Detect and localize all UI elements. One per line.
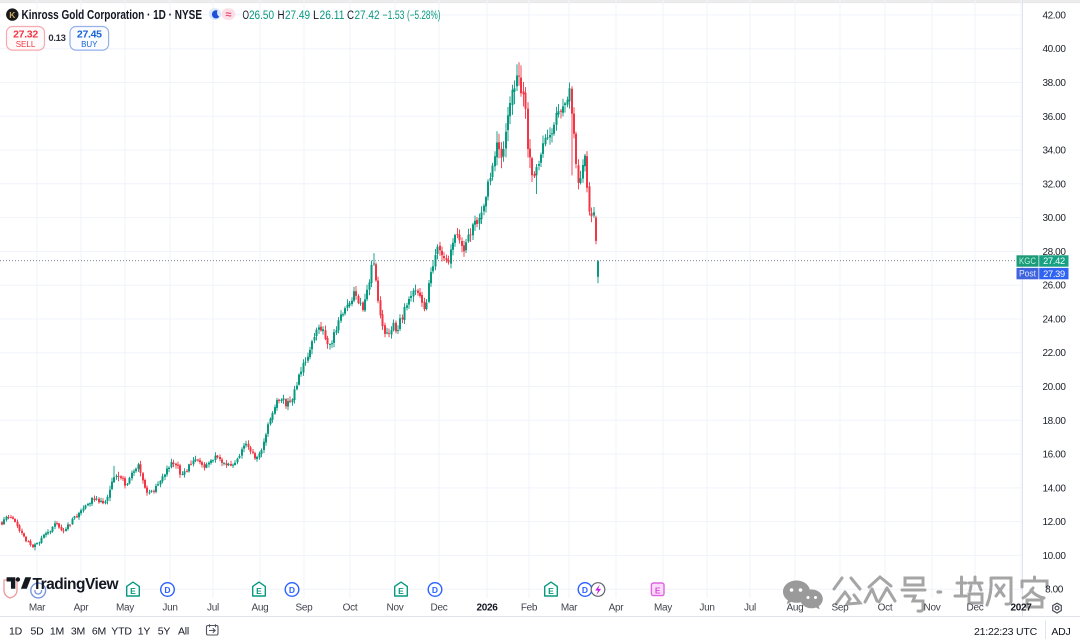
svg-text:27.42: 27.42 [355, 10, 380, 22]
svg-text:27.45: 27.45 [77, 29, 102, 41]
svg-text:(−5.28%): (−5.28%) [407, 10, 441, 22]
svg-text:Dec: Dec [431, 603, 448, 614]
svg-text:8.00: 8.00 [1045, 585, 1064, 596]
svg-text:Oct: Oct [878, 603, 893, 614]
svg-text:5D: 5D [30, 626, 44, 638]
svg-text:28.00: 28.00 [1042, 247, 1066, 258]
svg-text:27.32: 27.32 [13, 29, 38, 41]
svg-text:C: C [347, 10, 354, 22]
svg-text:34.00: 34.00 [1042, 146, 1066, 157]
svg-text:5Y: 5Y [158, 626, 171, 638]
svg-text:16.00: 16.00 [1042, 450, 1066, 461]
svg-text:H: H [278, 10, 285, 22]
svg-text:27.42: 27.42 [1043, 256, 1065, 266]
svg-text:ADJ: ADJ [1051, 626, 1070, 638]
svg-text:Sep: Sep [296, 603, 314, 614]
svg-text:6M: 6M [92, 626, 106, 638]
svg-text:May: May [116, 603, 134, 614]
svg-text:E: E [130, 586, 136, 596]
svg-text:K: K [9, 10, 16, 20]
svg-text:D: D [432, 585, 438, 595]
svg-text:22.00: 22.00 [1042, 348, 1066, 359]
svg-text:2027: 2027 [1010, 603, 1032, 614]
svg-text:D: D [164, 585, 170, 595]
svg-text:42.00: 42.00 [1042, 10, 1066, 21]
svg-text:Jun: Jun [699, 603, 714, 614]
svg-text:May: May [654, 603, 672, 614]
svg-text:Aug: Aug [787, 603, 804, 614]
svg-text:All: All [178, 626, 189, 638]
svg-text:26.11: 26.11 [320, 10, 345, 22]
svg-text:Dec: Dec [967, 603, 984, 614]
svg-text:14.00: 14.00 [1042, 483, 1066, 494]
svg-text:Jun: Jun [162, 603, 177, 614]
svg-text:Mar: Mar [29, 603, 46, 614]
svg-text:YTD: YTD [111, 626, 132, 638]
svg-text:E: E [398, 586, 404, 596]
svg-text:Mar: Mar [561, 603, 578, 614]
svg-text:32.00: 32.00 [1042, 179, 1066, 190]
svg-text:Nov: Nov [924, 603, 941, 614]
svg-text:24.00: 24.00 [1042, 315, 1066, 326]
svg-text:27.39: 27.39 [1043, 269, 1065, 279]
svg-text:Jul: Jul [207, 603, 219, 614]
svg-text:TradingView: TradingView [33, 576, 120, 593]
svg-text:Nov: Nov [387, 603, 404, 614]
svg-text:≈: ≈ [225, 9, 231, 21]
svg-text:3M: 3M [71, 626, 85, 638]
svg-text:E: E [256, 586, 262, 596]
svg-text:D: D [289, 585, 295, 595]
svg-text:−1.53: −1.53 [383, 10, 405, 22]
svg-text:E: E [655, 586, 661, 596]
svg-text:2026: 2026 [476, 603, 498, 614]
svg-text:Kinross Gold Corporation · 1D: Kinross Gold Corporation · 1D · NYSE [22, 7, 203, 22]
svg-text:Apr: Apr [74, 603, 90, 614]
svg-text:1M: 1M [50, 626, 64, 638]
svg-text:L: L [313, 10, 320, 22]
svg-text:Feb: Feb [521, 603, 538, 614]
svg-text:Jul: Jul [744, 603, 756, 614]
svg-text:12.00: 12.00 [1042, 517, 1066, 528]
svg-text:38.00: 38.00 [1042, 78, 1066, 89]
svg-text:27.49: 27.49 [285, 10, 310, 22]
svg-text:E: E [548, 586, 554, 596]
svg-text:30.00: 30.00 [1042, 213, 1066, 224]
svg-text:Apr: Apr [609, 603, 625, 614]
svg-text:1Y: 1Y [138, 626, 151, 638]
svg-text:D: D [582, 585, 588, 595]
svg-text:26.00: 26.00 [1042, 281, 1066, 292]
svg-text:1D: 1D [9, 626, 23, 638]
svg-text:40.00: 40.00 [1042, 44, 1066, 55]
svg-text:Post: Post [1019, 269, 1037, 279]
svg-text:0.13: 0.13 [48, 33, 65, 44]
svg-text:SELL: SELL [16, 40, 36, 49]
svg-text:KGC: KGC [1019, 256, 1037, 266]
svg-text:Aug: Aug [252, 603, 269, 614]
svg-text:BUY: BUY [81, 40, 98, 49]
svg-text:36.00: 36.00 [1042, 112, 1066, 123]
svg-text:18.00: 18.00 [1042, 416, 1066, 427]
svg-text:21:22:23 UTC: 21:22:23 UTC [974, 626, 1038, 638]
svg-text:Sep: Sep [832, 603, 850, 614]
svg-text:20.00: 20.00 [1042, 382, 1066, 393]
svg-text:O: O [243, 10, 250, 22]
svg-text:10.00: 10.00 [1042, 551, 1066, 562]
svg-text:26.50: 26.50 [249, 10, 274, 22]
svg-text:Oct: Oct [343, 603, 358, 614]
